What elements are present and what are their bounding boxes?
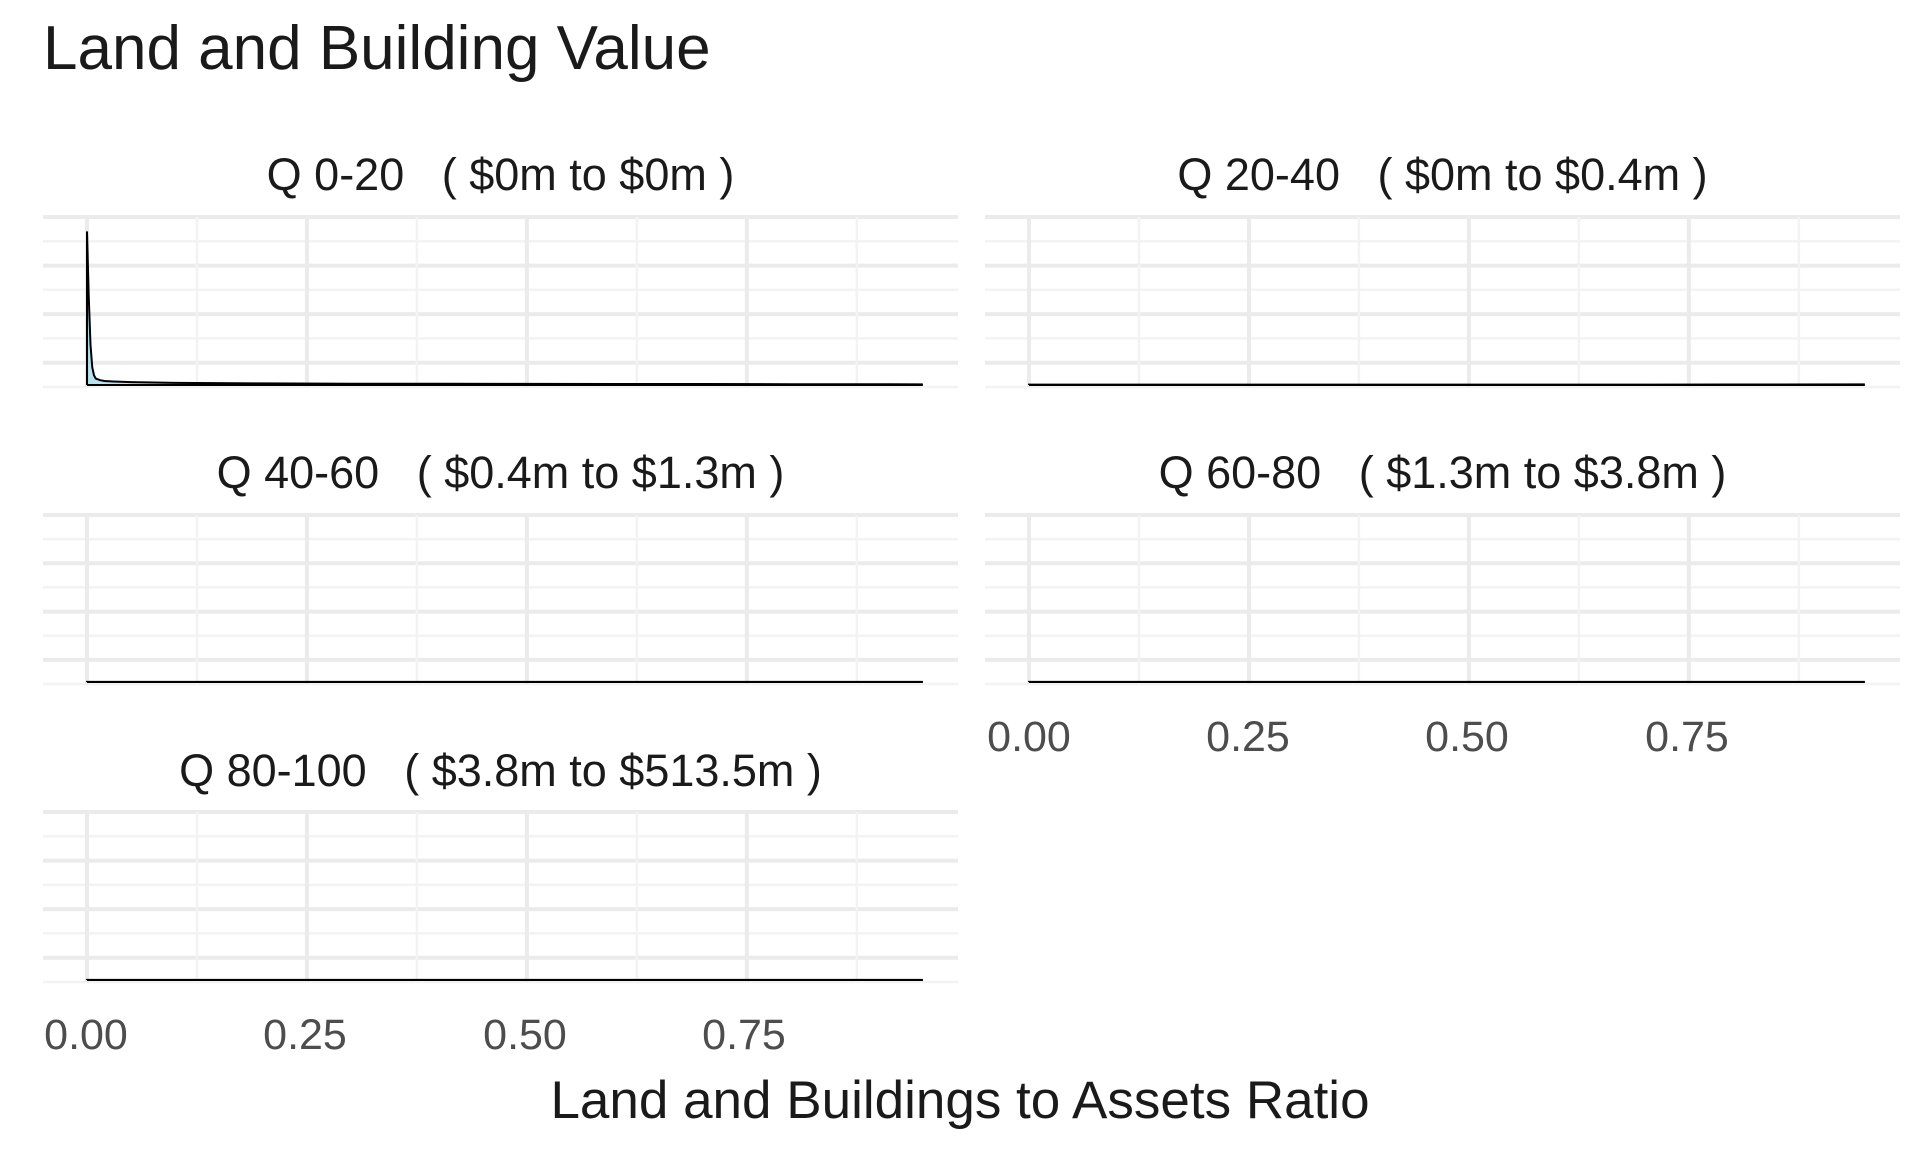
facet-label-q40-60: Q 40-60 ( $0.4m to $1.3m ) xyxy=(216,447,785,498)
x-tick-label-left-1: 0.25 xyxy=(263,1011,347,1059)
facet-label-q80-100: Q 80-100 ( $3.8m to $513.5m ) xyxy=(179,745,822,796)
x-tick-label-right-2: 0.50 xyxy=(1425,713,1509,761)
facet-label-q20-40: Q 20-40 ( $0m to $0.4m ) xyxy=(1177,149,1708,200)
facet-label-q0-20: Q 0-20 ( $0m to $0m ) xyxy=(266,149,735,200)
x-tick-label-right-1: 0.25 xyxy=(1206,713,1290,761)
x-tick-label-left-3: 0.75 xyxy=(702,1011,786,1059)
x-axis-title: Land and Buildings to Assets Ratio xyxy=(550,1071,1370,1130)
x-tick-label-right-3: 0.75 xyxy=(1645,713,1729,761)
chart-title: Land and Building Value xyxy=(43,14,711,83)
x-tick-label-right-0: 0.00 xyxy=(987,713,1071,761)
x-tick-label-left-2: 0.50 xyxy=(483,1011,567,1059)
facet-label-q60-80: Q 60-80 ( $1.3m to $3.8m ) xyxy=(1158,447,1727,498)
x-tick-label-left-0: 0.00 xyxy=(44,1011,128,1059)
